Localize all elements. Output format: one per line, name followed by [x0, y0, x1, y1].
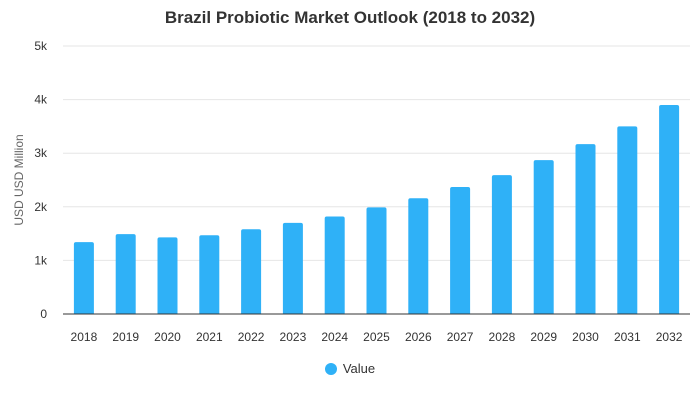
bar-2020[interactable]	[157, 237, 178, 314]
bar-2029[interactable]	[533, 160, 554, 314]
bar-2018[interactable]	[73, 242, 94, 314]
x-tick-label: 2026	[405, 330, 432, 344]
x-tick-label: 2020	[154, 330, 181, 344]
x-tick-label: 2018	[71, 330, 98, 344]
bar-2025[interactable]	[366, 207, 387, 314]
x-tick-label: 2030	[572, 330, 599, 344]
y-tick-label: 0	[40, 307, 47, 321]
bar-2030[interactable]	[575, 144, 596, 314]
y-tick-label: 5k	[34, 39, 48, 53]
x-tick-label: 2024	[321, 330, 348, 344]
bar-2021[interactable]	[199, 235, 220, 314]
x-tick-label: 2019	[112, 330, 139, 344]
y-tick-label: 3k	[34, 146, 48, 160]
x-tick-label: 2031	[614, 330, 641, 344]
y-tick-labels: 0 1k 2k 3k 4k 5k	[34, 39, 48, 321]
x-tick-label: 2025	[363, 330, 390, 344]
x-tick-label: 2021	[196, 330, 223, 344]
bar-2031[interactable]	[617, 126, 638, 315]
bar-2027[interactable]	[450, 186, 471, 314]
x-tick-label: 2022	[238, 330, 265, 344]
bar-2023[interactable]	[282, 222, 303, 314]
x-tick-label: 2029	[530, 330, 557, 344]
x-tick-label: 2027	[447, 330, 474, 344]
bar-2032[interactable]	[659, 104, 680, 315]
bar-2028[interactable]	[491, 175, 512, 314]
y-tick-label: 4k	[34, 93, 48, 107]
x-tick-label: 2023	[280, 330, 307, 344]
y-tick-label: 2k	[34, 200, 48, 214]
legend-swatch-value	[324, 362, 337, 375]
x-tick-label: 2032	[656, 330, 683, 344]
y-tick-label: 1k	[34, 253, 48, 267]
legend[interactable]: Value	[0, 361, 700, 376]
legend-label-value: Value	[342, 361, 376, 376]
chart-title: Brazil Probiotic Market Outlook (2018 to…	[164, 8, 536, 27]
bar-2026[interactable]	[408, 198, 429, 314]
x-tick-labels: 2018 2019 2020 2021 2022 2023 2024 2025 2026 2027…	[71, 330, 683, 344]
x-tick-label: 2028	[489, 330, 516, 344]
bar-2019[interactable]	[115, 234, 136, 314]
bar-2024[interactable]	[324, 216, 345, 314]
bars	[73, 104, 680, 315]
bar-2022[interactable]	[241, 229, 262, 314]
